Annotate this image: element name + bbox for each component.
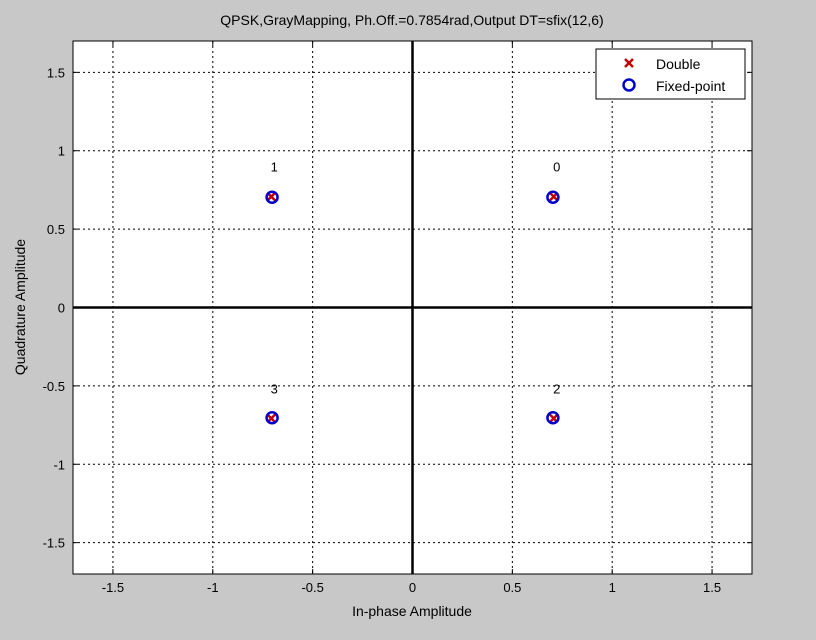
x-tick-label: 0 — [409, 580, 416, 595]
y-axis-label: Quadrature Amplitude — [12, 239, 28, 375]
y-tick-label: 1 — [58, 144, 65, 159]
x-tick-label: 1.5 — [703, 580, 721, 595]
symbol-index-label: 3 — [271, 381, 278, 396]
x-tick-label: 1 — [609, 580, 616, 595]
legend-entry-double: Double — [656, 56, 701, 72]
chart-title: QPSK,GrayMapping, Ph.Off.=0.7854rad,Outp… — [220, 12, 603, 28]
y-tick-label: 1.5 — [47, 65, 65, 80]
legend-box — [595, 48, 746, 100]
legend-circle-marker-icon — [622, 78, 636, 92]
zero-axes — [73, 41, 752, 574]
legend-fixed-marker — [622, 78, 636, 92]
legend-x-marker-icon — [624, 58, 634, 68]
fixed-point-marker — [546, 410, 560, 425]
y-tick-label: -1 — [53, 457, 65, 472]
legend: Double Fixed-point — [595, 48, 746, 100]
fixed-point-marker — [265, 190, 279, 205]
legend-double-marker — [624, 58, 634, 68]
symbol-index-label: 1 — [271, 160, 278, 175]
fixed-point-marker — [265, 410, 279, 425]
y-tick-label: 0.5 — [47, 222, 65, 237]
x-tick-label: -0.5 — [301, 580, 323, 595]
symbol-index-label: 2 — [553, 381, 560, 396]
x-tick-label: -1 — [207, 580, 219, 595]
y-tick-label: 0 — [58, 301, 65, 316]
y-tick-label: -1.5 — [43, 536, 65, 551]
legend-entry-fixed-point: Fixed-point — [656, 78, 725, 94]
symbol-index-label: 0 — [553, 160, 560, 175]
x-ticks: -1.5 -1 -0.5 0 0.5 1 1.5 — [102, 41, 721, 595]
data-markers — [265, 190, 560, 425]
x-tick-label: 0.5 — [503, 580, 521, 595]
point-labels: 0 1 2 3 — [271, 160, 561, 397]
y-tick-label: -0.5 — [43, 379, 65, 394]
x-tick-label: -1.5 — [102, 580, 124, 595]
x-axis-label: In-phase Amplitude — [352, 603, 472, 619]
fixed-point-marker — [546, 190, 560, 205]
y-ticks: -1.5 -1 -0.5 0 0.5 1 1.5 — [43, 65, 752, 551]
